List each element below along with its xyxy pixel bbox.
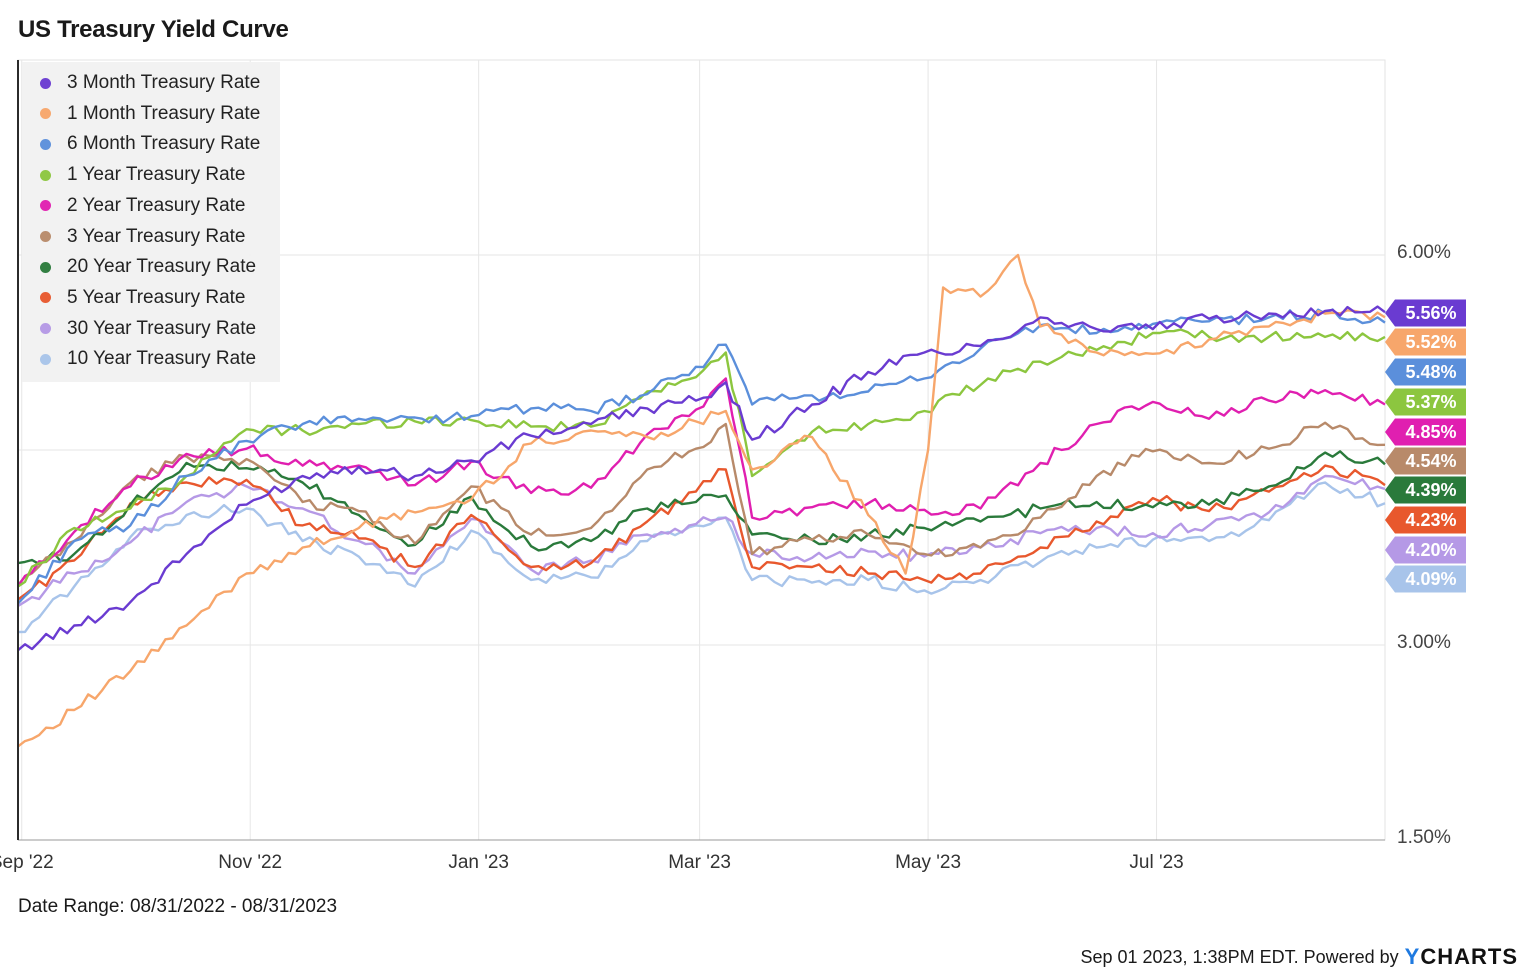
series-line <box>17 421 1386 586</box>
x-tick-label: Mar '23 <box>668 852 731 873</box>
label-value: 5.37% <box>1405 392 1456 412</box>
last-value-label: 4.85% <box>1385 418 1466 446</box>
series-line <box>17 253 1386 748</box>
legend-label: 1 Year Treasury Rate <box>67 164 246 186</box>
label-value: 5.52% <box>1405 332 1456 352</box>
series-line <box>17 328 1386 588</box>
label-flag <box>1385 536 1466 564</box>
footer-timestamp: Sep 01 2023, 1:38PM EDT. Powered by <box>1080 946 1399 967</box>
last-value-label: 4.39% <box>1385 476 1466 504</box>
series-lines <box>16 253 1386 748</box>
series-line <box>17 308 1386 605</box>
label-value: 4.09% <box>1405 569 1456 589</box>
legend-item[interactable]: 2 Year Treasury Rate <box>40 195 246 217</box>
series-line <box>16 377 1386 588</box>
footer: Sep 01 2023, 1:38PM EDT. Powered by YCHA… <box>1080 944 1518 970</box>
series-line <box>17 450 1386 566</box>
x-tick-label: Jan '23 <box>448 852 509 873</box>
y-tick-label: 6.00% <box>1397 242 1451 263</box>
last-value-label: 5.56% <box>1385 299 1466 327</box>
x-tick-label: Jul '23 <box>1129 852 1183 873</box>
y-tick-label: 1.50% <box>1397 827 1451 848</box>
legend-item[interactable]: 6 Month Treasury Rate <box>40 133 260 155</box>
legend-dot-icon <box>40 169 51 181</box>
label-value: 4.39% <box>1405 480 1456 500</box>
last-value-label: 4.23% <box>1385 506 1466 534</box>
legend-item[interactable]: 1 Year Treasury Rate <box>40 164 246 186</box>
label-flag <box>1385 447 1466 475</box>
y-tick-label: 3.00% <box>1397 632 1451 653</box>
label-flag <box>1385 418 1466 446</box>
label-flag <box>1385 358 1466 386</box>
last-value-label: 4.20% <box>1385 536 1466 564</box>
legend-label: 10 Year Treasury Rate <box>67 348 257 370</box>
series-line <box>17 464 1386 601</box>
label-value: 5.56% <box>1405 303 1456 323</box>
legend-item[interactable]: 20 Year Treasury Rate <box>40 256 256 278</box>
ycharts-logo[interactable]: YCHARTS <box>1404 944 1518 969</box>
legend-dot-icon <box>40 353 51 365</box>
legend-label: 3 Month Treasury Rate <box>67 72 261 93</box>
legend-item[interactable]: 1 Month Treasury Rate <box>40 103 260 125</box>
chart-title: US Treasury Yield Curve <box>18 16 289 43</box>
legend-dot-icon <box>40 323 51 335</box>
label-value: 4.54% <box>1405 451 1456 471</box>
legend-label: 3 Year Treasury Rate <box>67 225 246 247</box>
legend-item[interactable]: 3 Month Treasury Rate <box>40 72 260 94</box>
legend-label: 6 Month Treasury Rate <box>67 133 261 155</box>
label-flag <box>1385 299 1466 327</box>
series-line <box>17 474 1386 608</box>
series-line <box>17 305 1386 652</box>
label-flag <box>1385 328 1466 356</box>
legend-dot-icon <box>40 138 51 150</box>
label-flag <box>1385 506 1466 534</box>
legend-label: 2 Year Treasury Rate <box>67 194 246 216</box>
legend-label: 1 Month Treasury Rate <box>67 102 261 124</box>
legend-dot-icon <box>40 108 51 120</box>
label-value: 4.20% <box>1405 540 1456 560</box>
legend-label: 5 Year Treasury Rate <box>67 286 246 308</box>
legend-dot-icon <box>40 77 51 89</box>
legend-dot-icon <box>40 200 51 212</box>
legend-label: 30 Year Treasury Rate <box>67 317 257 339</box>
last-value-label: 5.37% <box>1385 388 1466 416</box>
yield-chart: 5.56% 5.52% 5.48% 5.37% 4.85% 4.54% 4.39% 4.23%… <box>0 59 1466 873</box>
legend-item[interactable]: 5 Year Treasury Rate <box>40 287 246 309</box>
label-value: 5.48% <box>1405 362 1456 382</box>
label-value: 4.23% <box>1405 510 1456 530</box>
x-tick-label: Sep '22 <box>0 852 54 873</box>
date-range-text: Date Range: 08/31/2022 - 08/31/2023 <box>18 896 338 917</box>
last-value-label: 5.52% <box>1385 328 1466 356</box>
label-flag <box>1385 476 1466 504</box>
label-flag <box>1385 388 1466 416</box>
legend-item[interactable]: 30 Year Treasury Rate <box>40 318 256 340</box>
last-value-label: 5.48% <box>1385 358 1466 386</box>
legend-dot-icon <box>40 261 51 273</box>
x-tick-label: Nov '22 <box>218 852 282 873</box>
axes: Sep '22 Nov '22 Jan '23 Mar '23 May '23 Jul '… <box>0 60 1451 873</box>
last-value-label: 4.54% <box>1385 447 1466 475</box>
label-flag <box>1385 565 1466 593</box>
label-value: 4.85% <box>1405 422 1456 442</box>
last-value-labels: 5.56% 5.52% 5.48% 5.37% 4.85% 4.54% 4.39% 4.23%… <box>1385 299 1466 593</box>
legend-label: 20 Year Treasury Rate <box>67 256 257 278</box>
legend-dot-icon <box>40 231 51 242</box>
legend: 3 Month Treasury Rate 1 Month Treasury Ra… <box>22 62 280 382</box>
legend-dot-icon <box>40 292 51 304</box>
series-line <box>17 481 1386 634</box>
legend-item[interactable]: 3 Year Treasury Rate <box>40 226 246 248</box>
x-tick-label: May '23 <box>895 852 961 873</box>
legend-item[interactable]: 10 Year Treasury Rate <box>40 348 256 370</box>
last-value-label: 4.09% <box>1385 565 1466 593</box>
